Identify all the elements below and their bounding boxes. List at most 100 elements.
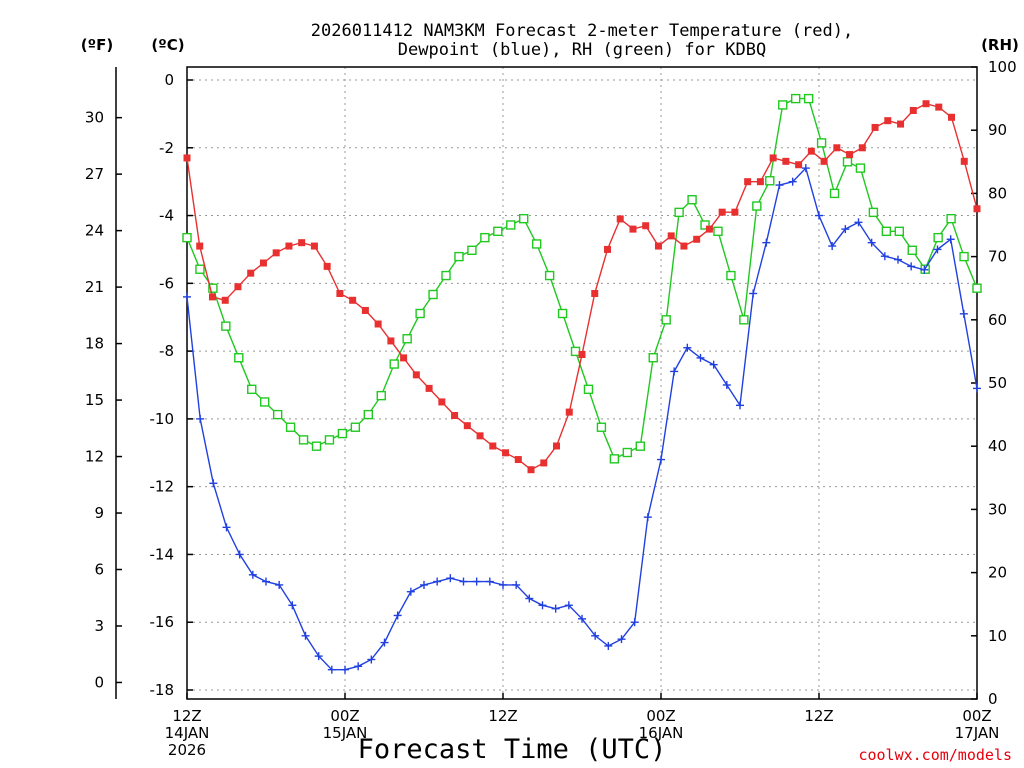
temperature-point (744, 178, 752, 186)
rh-point (803, 93, 814, 104)
rh-point (752, 201, 762, 211)
rh-point (842, 157, 853, 167)
time-tick-label: 17JAN (955, 724, 1000, 742)
rh-point (635, 441, 645, 451)
temperature-point (973, 205, 981, 213)
dewpoint-point (578, 614, 586, 623)
rh-line (186, 97, 978, 460)
dewpoint-point (683, 343, 692, 352)
dewpoint-point (854, 218, 863, 227)
temperature-point (782, 157, 790, 165)
chart-title-line1: 2026011412 NAM3KM Forecast 2-meter Tempe… (311, 21, 853, 41)
temperature-point (540, 459, 548, 467)
rh-point (881, 226, 892, 237)
rh-tick-label: 100 (988, 58, 1017, 76)
rh-point (778, 100, 788, 110)
dewpoint-point (459, 577, 468, 586)
temperature-point (591, 290, 599, 297)
dewpoint-point (446, 574, 455, 583)
temperature-point (438, 398, 446, 406)
temperature-point (807, 147, 815, 155)
rh-point (972, 283, 982, 293)
time-tick-label: 00Z (646, 707, 675, 725)
dewpoint-point (670, 367, 679, 376)
dewpoint-point (604, 641, 613, 650)
fahrenheit-tick-label: 27 (85, 165, 104, 183)
rh-tick-label: 40 (988, 437, 1007, 455)
dewpoint-point (696, 353, 705, 362)
rh-point (247, 384, 257, 395)
dewpoint-point (406, 587, 415, 596)
temperature-point (616, 215, 624, 223)
celsius-tick-label: -4 (159, 207, 174, 225)
dewpoint-point (564, 601, 573, 610)
celsius-tick-label: -14 (150, 545, 175, 563)
rh-point (441, 270, 451, 281)
rh-point (519, 213, 529, 224)
dewpoint-point (472, 577, 481, 586)
time-tick-label: 15JAN (323, 724, 368, 742)
temperature-point (795, 161, 803, 169)
rh-point (868, 207, 879, 218)
dewpoint-point (512, 580, 521, 589)
temperature-point (247, 269, 255, 277)
rh-point (467, 245, 477, 255)
temperature-point (884, 117, 892, 125)
temperature-point (680, 242, 688, 250)
temperature-point (654, 242, 662, 250)
rh-point (350, 422, 361, 432)
celsius-tick-label: -2 (159, 139, 174, 157)
dewpoint-point (894, 255, 902, 264)
temperature-point (578, 351, 586, 358)
rh-point (428, 289, 438, 300)
dewpoint-point (314, 652, 323, 661)
dewpoint-point (209, 479, 218, 488)
temperature-point (603, 245, 611, 253)
dewpoint-point (485, 577, 494, 586)
rh-point (739, 315, 749, 325)
temperature-point (221, 296, 229, 304)
rh-point (337, 428, 348, 439)
rh-point (480, 232, 490, 243)
dewpoint-point (920, 265, 929, 274)
temperature-point (642, 222, 650, 230)
rh-point (946, 213, 956, 224)
rh-point (454, 251, 464, 262)
rh-point (208, 283, 218, 293)
rh-unit-label: (RH) (981, 36, 1019, 54)
celsius-tick-label: -16 (150, 613, 175, 631)
temperature-point (693, 235, 701, 243)
rh-point (674, 207, 684, 218)
rh-tick-label: 30 (988, 500, 1007, 518)
temperature-point (412, 371, 420, 379)
dewpoint-point (380, 638, 389, 647)
rh-point (389, 359, 399, 369)
temperature-point (298, 239, 306, 247)
rh-point (182, 232, 192, 243)
time-tick-label: 12Z (172, 707, 201, 725)
temperature-point (463, 422, 471, 430)
dewpoint-point (499, 580, 507, 589)
rh-point (415, 308, 425, 319)
dewpoint-point (959, 309, 968, 318)
dewpoint-point (275, 580, 284, 589)
temperature-point (451, 412, 459, 419)
dewpoint-point (248, 570, 257, 579)
dewpoint-point (736, 401, 744, 410)
time-tick-label: 00Z (962, 707, 991, 725)
temperature-point (272, 249, 280, 257)
rh-point (959, 251, 969, 262)
rh-tick-label: 0 (988, 690, 998, 708)
celsius-tick-label: -6 (159, 274, 174, 292)
rh-tick-label: 20 (988, 564, 1007, 582)
celsius-axis: 0 -2 -4 -6 -8 -10 -12 -14 -16 -18 (150, 71, 193, 699)
temperature-point (718, 208, 726, 216)
celsius-tick-label: -10 (150, 410, 175, 428)
rh-point (285, 422, 296, 432)
temperature-point (259, 259, 267, 267)
temperature-point (387, 337, 395, 345)
rh-point (544, 270, 555, 281)
fahrenheit-tick-label: 0 (94, 673, 104, 691)
